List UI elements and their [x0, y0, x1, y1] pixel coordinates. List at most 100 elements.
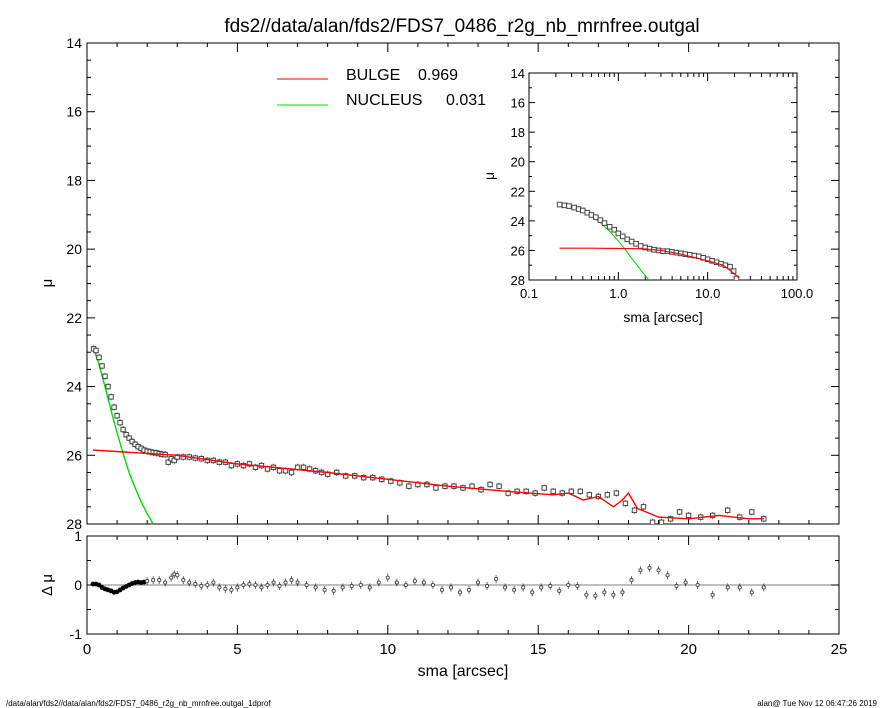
inset-y-tick-label: 18 [511, 125, 525, 140]
data-point [550, 488, 556, 495]
data-point [586, 492, 593, 498]
residual-y-tick-label: -1 [70, 626, 83, 642]
data-point [333, 469, 340, 476]
residual-point [539, 585, 544, 590]
data-point [108, 394, 114, 400]
residual-point [494, 577, 499, 582]
inset-data-point [593, 214, 599, 220]
main-y-tick-label: 20 [66, 241, 82, 257]
inset-y-tick-label: 28 [511, 273, 525, 288]
residual-point [259, 585, 264, 590]
residual-point [145, 579, 150, 584]
inset-data-point [579, 207, 586, 214]
data-point [102, 373, 108, 379]
residual-point [656, 568, 661, 573]
data-point [749, 509, 755, 515]
residual-point [530, 590, 535, 595]
inset-data-point [633, 240, 639, 247]
data-point [123, 431, 129, 438]
inset-y-tick-label: 16 [511, 96, 525, 111]
inset-y-tick-label: 14 [511, 66, 525, 81]
residual-point [394, 580, 399, 585]
main-y-tick-label: 22 [66, 310, 82, 326]
data-point [388, 478, 394, 484]
data-point [99, 363, 105, 369]
residual-point [584, 592, 589, 597]
main-y-tick-label: 28 [66, 516, 82, 532]
inset-data-point [637, 243, 644, 249]
residual-point [385, 575, 390, 580]
residual-point [737, 585, 742, 590]
inset-x-tick-label: 10.0 [695, 286, 720, 301]
residual-point [761, 585, 766, 590]
residual-point [749, 590, 754, 595]
residual-x-tick-label: 0 [83, 641, 91, 658]
residual-point [313, 585, 318, 590]
inset-log-panel: μ sma [arcsec] 14 16 18 20 22 24 26 280.1 1.0 10.… [481, 66, 813, 325]
inset-data-point [611, 226, 618, 233]
residual-point [271, 580, 276, 585]
residual-point [376, 580, 381, 585]
data-point [126, 435, 132, 441]
residual-point [638, 568, 643, 573]
residual-point [602, 590, 607, 595]
residual-point [217, 585, 222, 590]
residual-point [566, 582, 571, 588]
residual-point [674, 583, 679, 589]
residual-point [322, 587, 327, 592]
residual-point [430, 582, 435, 588]
residual-point [358, 582, 363, 588]
data-point [676, 509, 683, 515]
chart-title: fds2//data/alan/fds2/FDS7_0486_r2g_nb_mr… [224, 16, 699, 37]
legend-bulge-label: BULGE [346, 67, 400, 84]
data-point [117, 419, 123, 426]
residual-point [283, 580, 288, 585]
residual-point [193, 581, 198, 587]
residual-x-tick-label: 25 [831, 641, 848, 658]
residual-point [265, 582, 270, 588]
nucleus-model-line [92, 348, 155, 524]
inset-data-point [566, 203, 572, 209]
inset-data-point [606, 223, 613, 230]
inset-data-point [556, 201, 563, 208]
data-point [114, 413, 120, 419]
main-y-tick-label: 24 [66, 379, 82, 395]
data-point [640, 504, 647, 510]
data-point [165, 459, 171, 465]
data-point [111, 404, 117, 410]
residual-x-axis-label: sma [arcsec] [418, 663, 509, 680]
inset-y-tick-label: 26 [511, 243, 525, 258]
data-point [228, 462, 235, 469]
residual-point [521, 585, 526, 590]
legend: BULGE 0.969 NUCLEUS 0.031 [277, 67, 486, 109]
residual-point [412, 579, 417, 584]
inset-x-axis-label: sma [arcsec] [623, 309, 702, 325]
residual-point [289, 578, 294, 583]
data-point [129, 438, 135, 445]
residual-point [710, 592, 715, 597]
data-point [105, 383, 111, 390]
data-point [433, 485, 439, 491]
data-point [649, 519, 656, 524]
residual-x-tick-label: 5 [233, 641, 241, 658]
residual-point [695, 582, 700, 588]
residual-point [304, 582, 309, 588]
data-point [568, 488, 574, 495]
data-point [300, 464, 307, 471]
inset-y-tick-label: 24 [511, 214, 525, 229]
data-point [622, 500, 629, 507]
residual-point [181, 578, 186, 583]
inset-data-point [628, 238, 635, 245]
residual-point [647, 565, 652, 570]
residual-point [665, 573, 670, 578]
residual-point [349, 583, 354, 589]
data-point [658, 519, 665, 524]
data-point [604, 492, 611, 498]
residual-point [466, 587, 472, 592]
residual-point [629, 578, 634, 583]
residual-point [157, 578, 162, 583]
data-point [93, 347, 99, 354]
residual-y-tick-label: 1 [74, 528, 82, 544]
